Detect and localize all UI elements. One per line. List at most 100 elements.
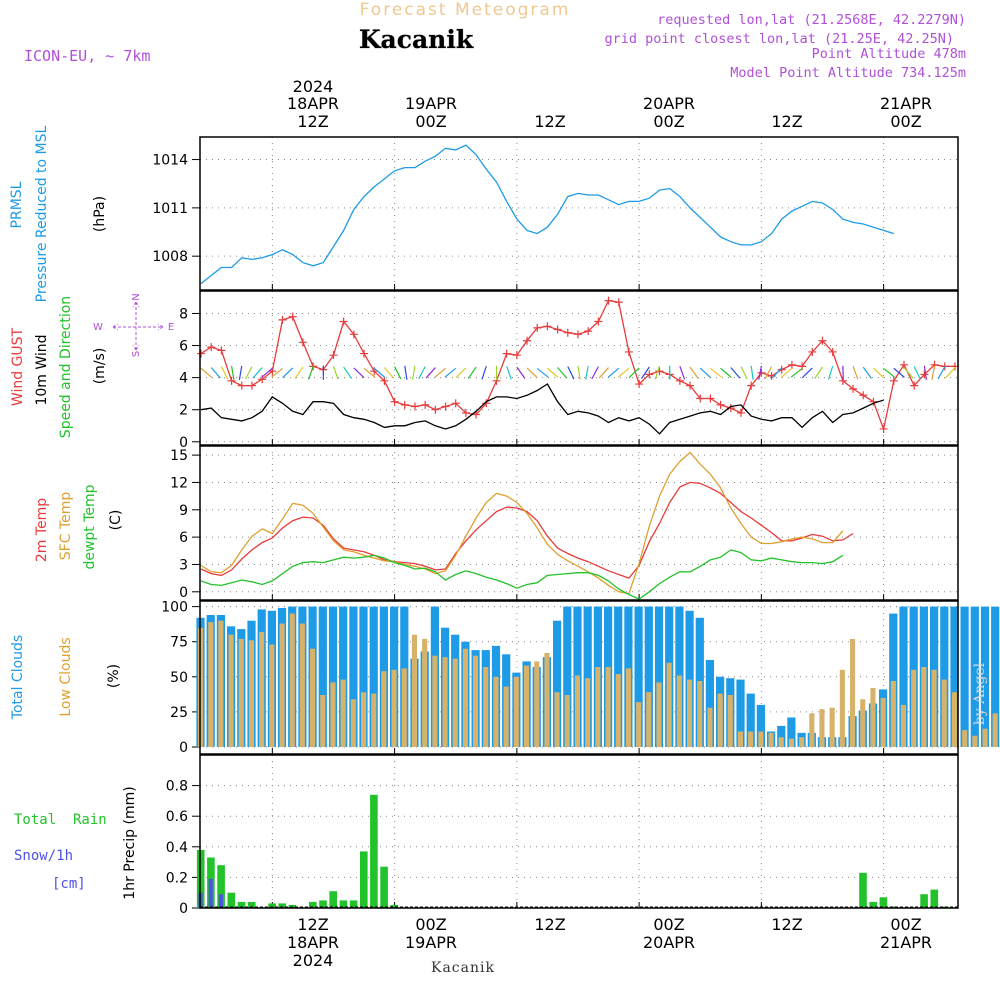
gust-marker (859, 391, 868, 400)
low-cloud-bar (310, 648, 316, 747)
low-cloud-bar (228, 634, 234, 747)
low-cloud-bar (462, 648, 468, 747)
gust-marker (645, 370, 654, 379)
low-cloud-bar (259, 631, 265, 747)
low-cloud-bar (615, 674, 621, 747)
wind-direction-arrow (758, 365, 762, 380)
top-hour-label: 00Z (653, 112, 684, 131)
rain-bar (339, 900, 348, 908)
total-cloud-bar (563, 606, 572, 747)
low-cloud-bar (605, 667, 611, 747)
bottom-hour-label: 12Z (297, 915, 328, 934)
wind-direction-arrow (598, 367, 609, 379)
y-tick-label: 15 (170, 448, 188, 464)
low-cloud-bar (493, 676, 499, 747)
low-cloud-bar (625, 668, 631, 747)
wind-direction-arrow (893, 367, 905, 378)
low-cloud-bar (554, 692, 560, 747)
gust-marker (360, 349, 369, 358)
gust-marker (706, 394, 715, 403)
wind-direction-arrow (516, 366, 526, 379)
pressure-label-msl: Pressure Reduced to MSL (34, 125, 50, 302)
rain-bar (349, 900, 358, 908)
rain-bar (930, 889, 939, 908)
low-cloud-bar (666, 662, 672, 747)
wind-direction-arrow (261, 367, 273, 378)
gust-marker (808, 347, 817, 356)
wind-direction-arrow (689, 366, 699, 379)
wind-direction-arrow (720, 367, 732, 378)
panel-frame (199, 290, 959, 446)
gust-marker (910, 381, 919, 390)
low-cloud-bar (850, 638, 856, 747)
y-tick-label: 1008 (152, 249, 188, 265)
y-tick-label: 3 (179, 557, 188, 573)
wind-direction-arrow (679, 366, 686, 380)
gust-marker (675, 376, 684, 385)
rain-bar (247, 901, 256, 908)
bottom-hour-label: 00Z (890, 915, 921, 934)
wind-direction-arrow (425, 367, 436, 379)
low-cloud-bar (330, 682, 336, 747)
wind-direction-arrow (506, 366, 512, 380)
wind-direction-arrow (827, 365, 834, 380)
clouds-panel: 0 25 50 75 100 (161, 600, 1000, 756)
snow-bar (218, 894, 223, 908)
rain-bar (288, 904, 297, 908)
gust-marker (339, 317, 348, 326)
gust-marker (635, 380, 644, 389)
wind-direction-arrow (383, 367, 395, 379)
low-cloud-bar (401, 668, 407, 747)
panel-frame (199, 136, 959, 291)
wind-direction-arrow (628, 367, 640, 379)
rain-bar (920, 894, 928, 908)
wind-direction-arrow (252, 367, 263, 379)
low-cloud-bar (778, 737, 784, 747)
gust-marker (716, 400, 725, 409)
top-time-label: 2024 18APR 12Z (287, 77, 339, 131)
gust-marker (787, 360, 796, 369)
low-cloud-bar (676, 675, 682, 747)
gust-marker (349, 330, 358, 339)
wind-direction-arrow (617, 367, 630, 378)
y-tick-label: 1011 (152, 201, 188, 217)
low-cloud-bar (890, 681, 896, 747)
low-cloud-bar (860, 699, 866, 747)
clouds-unit: (%) (106, 664, 122, 688)
y-tick-label: 4 (179, 371, 188, 387)
gust-marker (624, 347, 633, 356)
gust-marker (512, 351, 521, 360)
bottom-time-label: 12Z (771, 915, 802, 934)
wind-direction-arrow (411, 365, 416, 380)
low-cloud-bar (238, 638, 244, 747)
gust-marker (543, 322, 552, 331)
top-hour-label: 00Z (890, 112, 921, 131)
wind-direction-arrow (903, 367, 914, 379)
bottom-hour-label: 12Z (771, 915, 802, 934)
low-cloud-bar (574, 675, 580, 747)
snow-bar (208, 878, 213, 908)
header-point-altitude: Point Altitude 478m (812, 46, 966, 62)
low-cloud-bar (656, 682, 662, 747)
total-clouds-label: Total Clouds (10, 635, 26, 720)
wind-direction-arrow (852, 366, 859, 380)
snow-unit-label: [cm] (52, 876, 86, 892)
y-tick-label: 0 (179, 585, 188, 601)
wind-direction-arrow (640, 366, 650, 379)
low-cloud-bar (951, 692, 957, 747)
temperature-panel: 0 3 6 9 12 15 (170, 445, 959, 601)
total-cloud-bar (756, 704, 765, 747)
low-cloud-bar (595, 667, 601, 747)
low-cloud-bar (585, 678, 591, 747)
gust-marker (523, 336, 532, 345)
low-cloud-bar (788, 738, 794, 747)
total-cloud-bar (369, 606, 378, 747)
footer-location: Kacanik (431, 960, 495, 976)
low-cloud-bar (809, 713, 815, 747)
low-cloud-bar (391, 669, 397, 747)
y-tick-label: 0.2 (166, 870, 188, 886)
wind-direction-arrow (862, 366, 872, 379)
gust-marker (686, 381, 695, 390)
wind-direction-arrow (883, 367, 895, 378)
